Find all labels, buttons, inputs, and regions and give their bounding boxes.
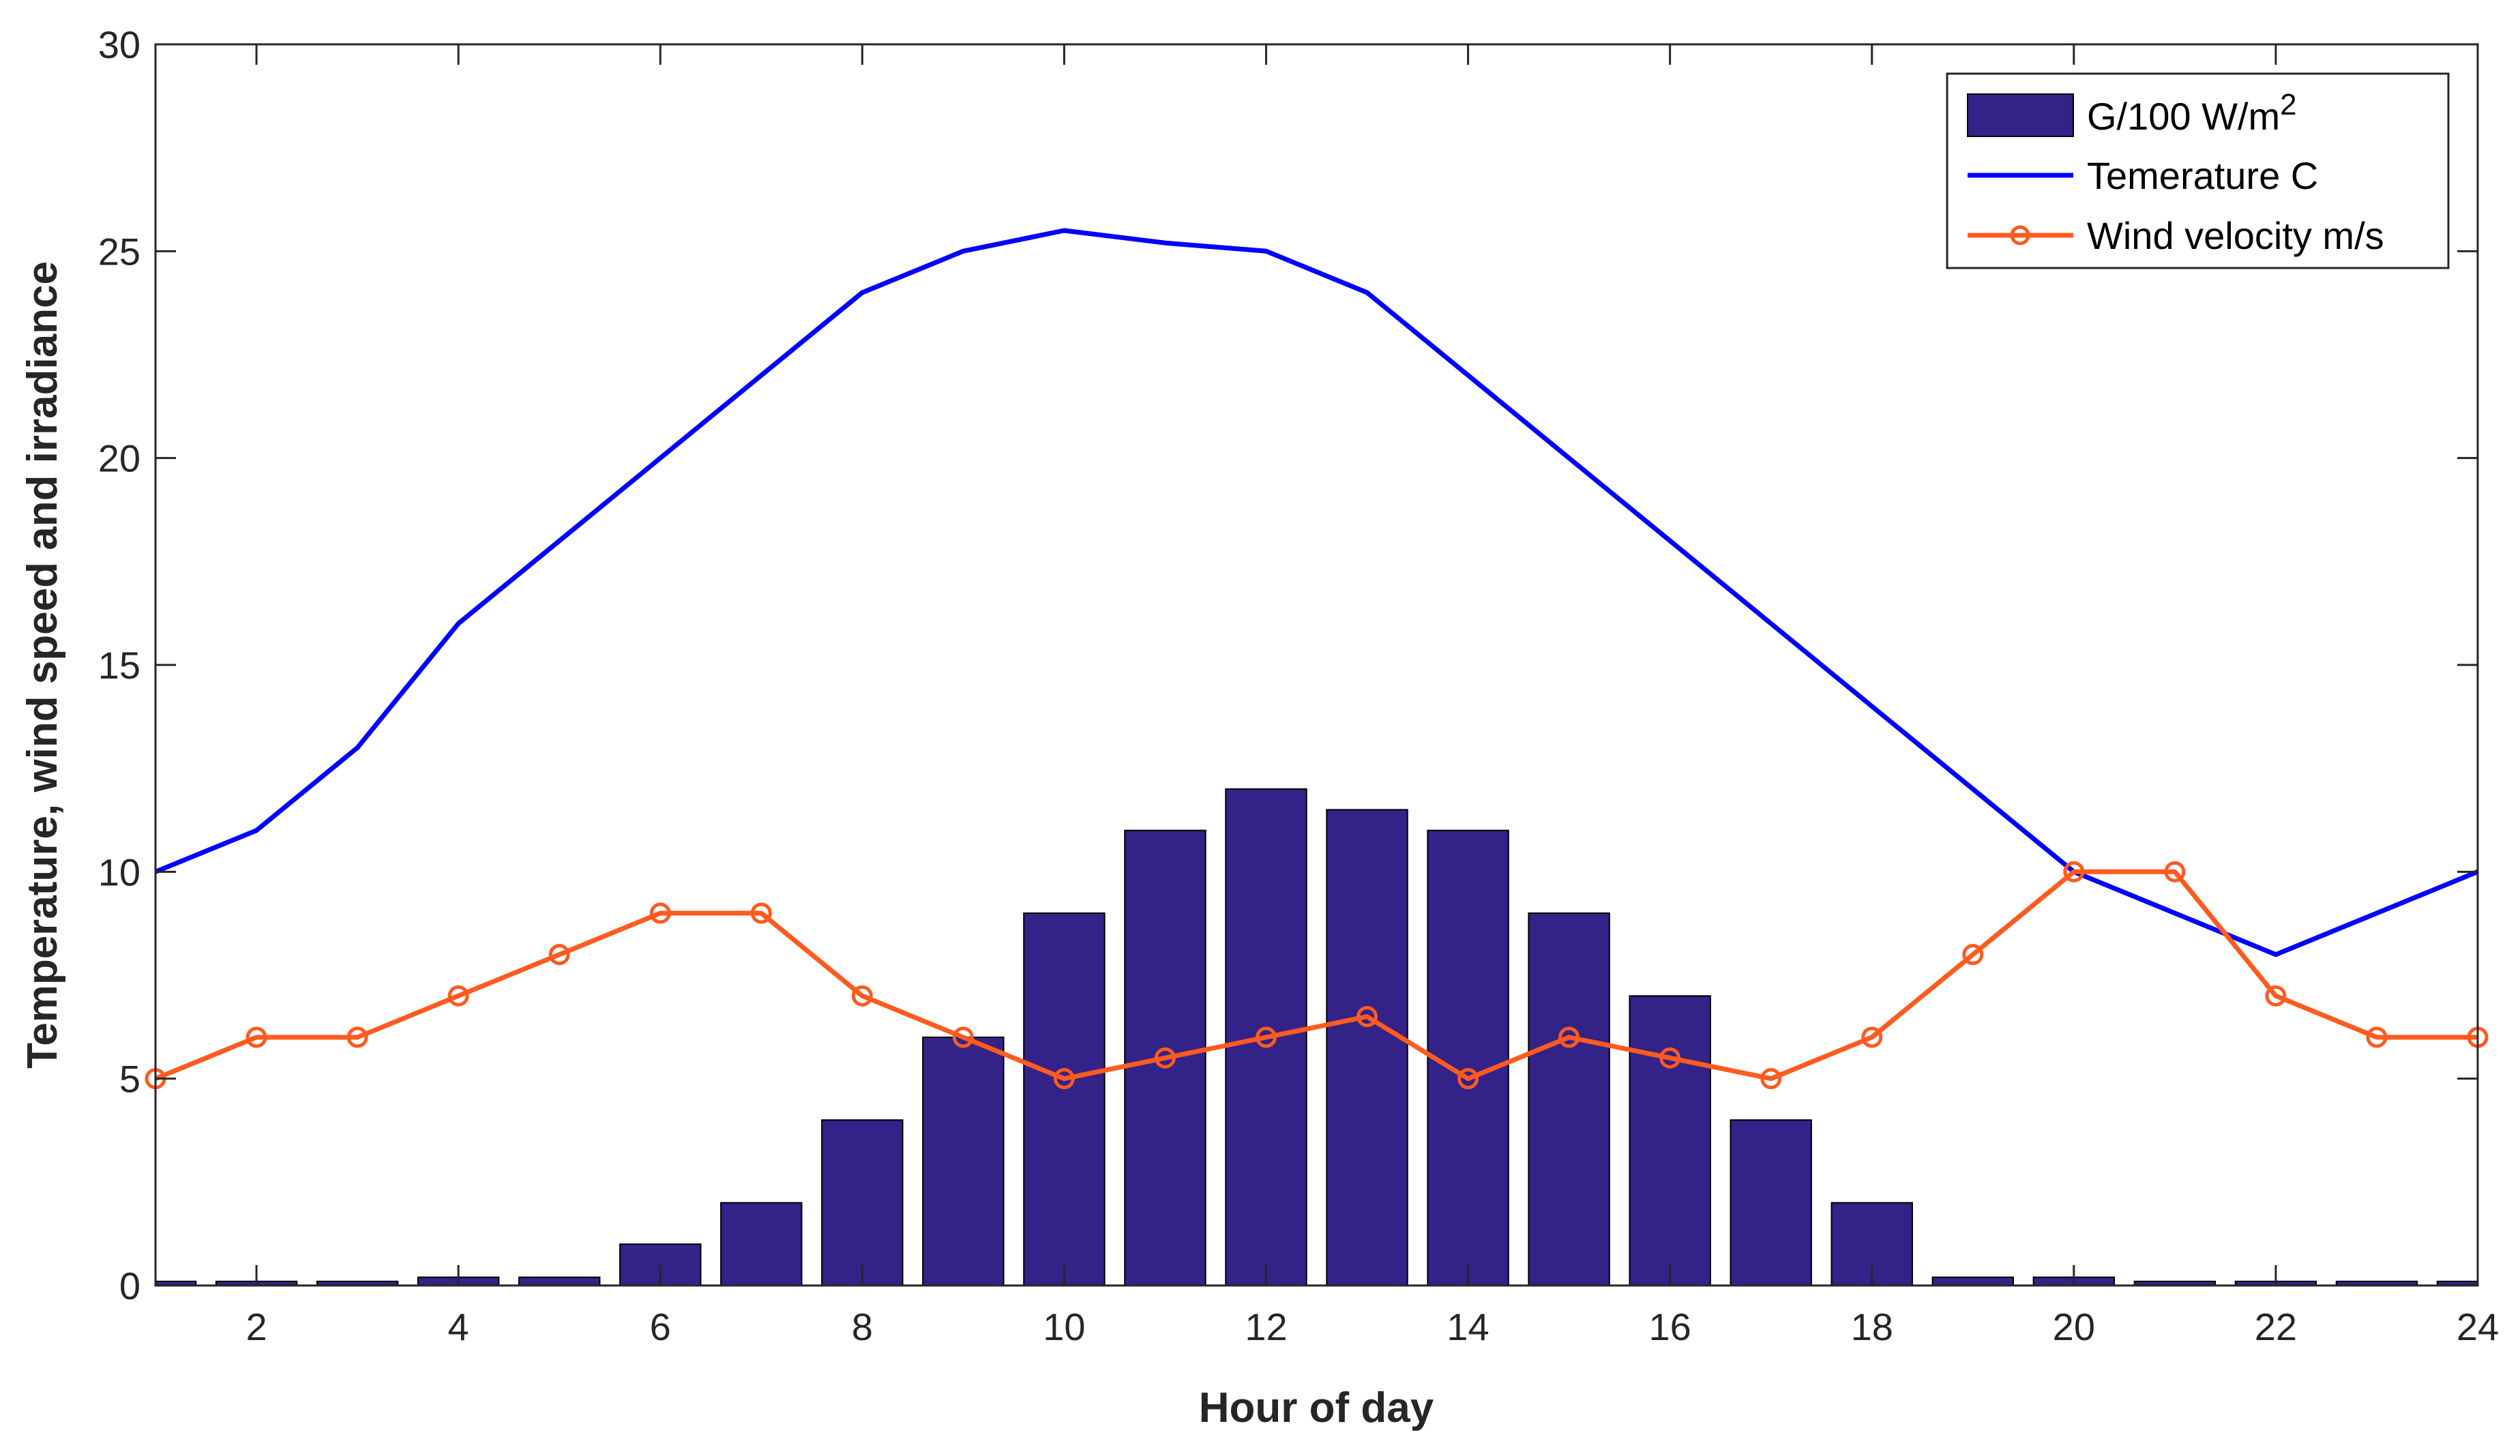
wind-marker-hour-10	[1053, 1068, 1075, 1090]
wind-marker-hour-3	[346, 1026, 368, 1048]
y-axis-title: Temperature, wind speed and irradiance	[19, 261, 66, 1069]
x-tick-label-22: 22	[2255, 1305, 2297, 1348]
y-tick-label-5: 5	[119, 1058, 140, 1101]
bar-hour-5	[518, 1276, 601, 1286]
wind-marker-hour-7	[750, 902, 772, 924]
wind-marker-hour-5	[548, 944, 570, 966]
wind-marker-hour-11	[1154, 1047, 1176, 1069]
wind-marker-hour-12	[1255, 1026, 1277, 1048]
bar-hour-10	[1023, 912, 1106, 1286]
bar-hour-21	[2133, 1280, 2217, 1286]
wind-marker-hour-15	[1558, 1026, 1580, 1048]
legend: G/100 W/m2 Temerature C Wind velocity m/…	[1946, 72, 2450, 269]
wind-marker-hour-17	[1760, 1068, 1782, 1090]
bar-hour-8	[821, 1119, 904, 1286]
y-tick-label-30: 30	[98, 23, 140, 66]
y-tick-label-10: 10	[98, 850, 140, 893]
wind-marker-hour-20	[2063, 861, 2085, 882]
x-tick-label-10: 10	[1043, 1305, 1085, 1348]
wind-marker-hour-22	[2265, 985, 2287, 1007]
wind-marker-hour-6	[649, 902, 671, 924]
bar-hour-24	[2436, 1280, 2478, 1286]
x-tick-label-4: 4	[448, 1305, 469, 1348]
x-tick-label-6: 6	[650, 1305, 671, 1348]
wind-marker-hour-21	[2164, 861, 2186, 882]
y-tick-label-0: 0	[119, 1264, 140, 1307]
bar-hour-13	[1326, 809, 1408, 1286]
temperature-line	[154, 228, 2479, 957]
bar-hour-17	[1730, 1119, 1812, 1286]
legend-label-irradiance-superscript: 2	[2280, 88, 2296, 121]
line-series	[145, 228, 2489, 1090]
legend-label-irradiance-text: G/100 W/m	[2087, 95, 2280, 138]
x-tick-label-18: 18	[1851, 1305, 1893, 1348]
legend-marker-wind	[2010, 225, 2030, 246]
x-tick-label-14: 14	[1447, 1305, 1489, 1348]
wind-line	[154, 869, 2478, 1082]
wind-marker-hour-14	[1457, 1068, 1479, 1090]
wind-marker-hour-19	[1962, 944, 1984, 966]
wind-marker-hour-23	[2366, 1026, 2388, 1048]
legend-swatch-irradiance	[1967, 93, 2074, 137]
bar-hour-16	[1629, 995, 1711, 1286]
bar-hour-9	[922, 1037, 1005, 1286]
legend-label-wind: Wind velocity m/s	[2087, 214, 2384, 257]
y-tick-label-15: 15	[98, 644, 140, 687]
bar-hour-3	[316, 1280, 399, 1286]
legend-label-temperature: Temerature C	[2087, 154, 2318, 197]
wind-marker-hour-2	[246, 1026, 267, 1048]
wind-marker-hour-16	[1659, 1047, 1681, 1069]
x-tick-label-24: 24	[2457, 1305, 2499, 1348]
wind-marker-hour-13	[1357, 1006, 1378, 1028]
bar-hour-1	[155, 1280, 197, 1286]
bar-hour-7	[720, 1202, 803, 1286]
x-tick-label-20: 20	[2053, 1305, 2095, 1348]
x-tick-label-2: 2	[246, 1305, 267, 1348]
x-tick-label-8: 8	[852, 1305, 873, 1348]
x-axis-title: Hour of day	[1199, 1384, 1434, 1431]
x-tick-label-12: 12	[1245, 1305, 1287, 1348]
x-tick-label-16: 16	[1649, 1305, 1691, 1348]
legend-label-irradiance: G/100 W/m2	[2087, 88, 2297, 138]
wind-marker-hour-9	[952, 1026, 974, 1048]
y-tick-label-20: 20	[98, 437, 140, 480]
bar-hour-14	[1427, 829, 1509, 1286]
y-tick-label-25: 25	[98, 230, 140, 273]
bar-hour-19	[1931, 1276, 2014, 1286]
bar-hour-15	[1528, 912, 1610, 1286]
wind-marker-hour-18	[1861, 1026, 1883, 1048]
wind-marker-hour-4	[447, 985, 469, 1007]
bar-hour-23	[2335, 1280, 2418, 1286]
wind-marker-hour-8	[851, 985, 873, 1007]
